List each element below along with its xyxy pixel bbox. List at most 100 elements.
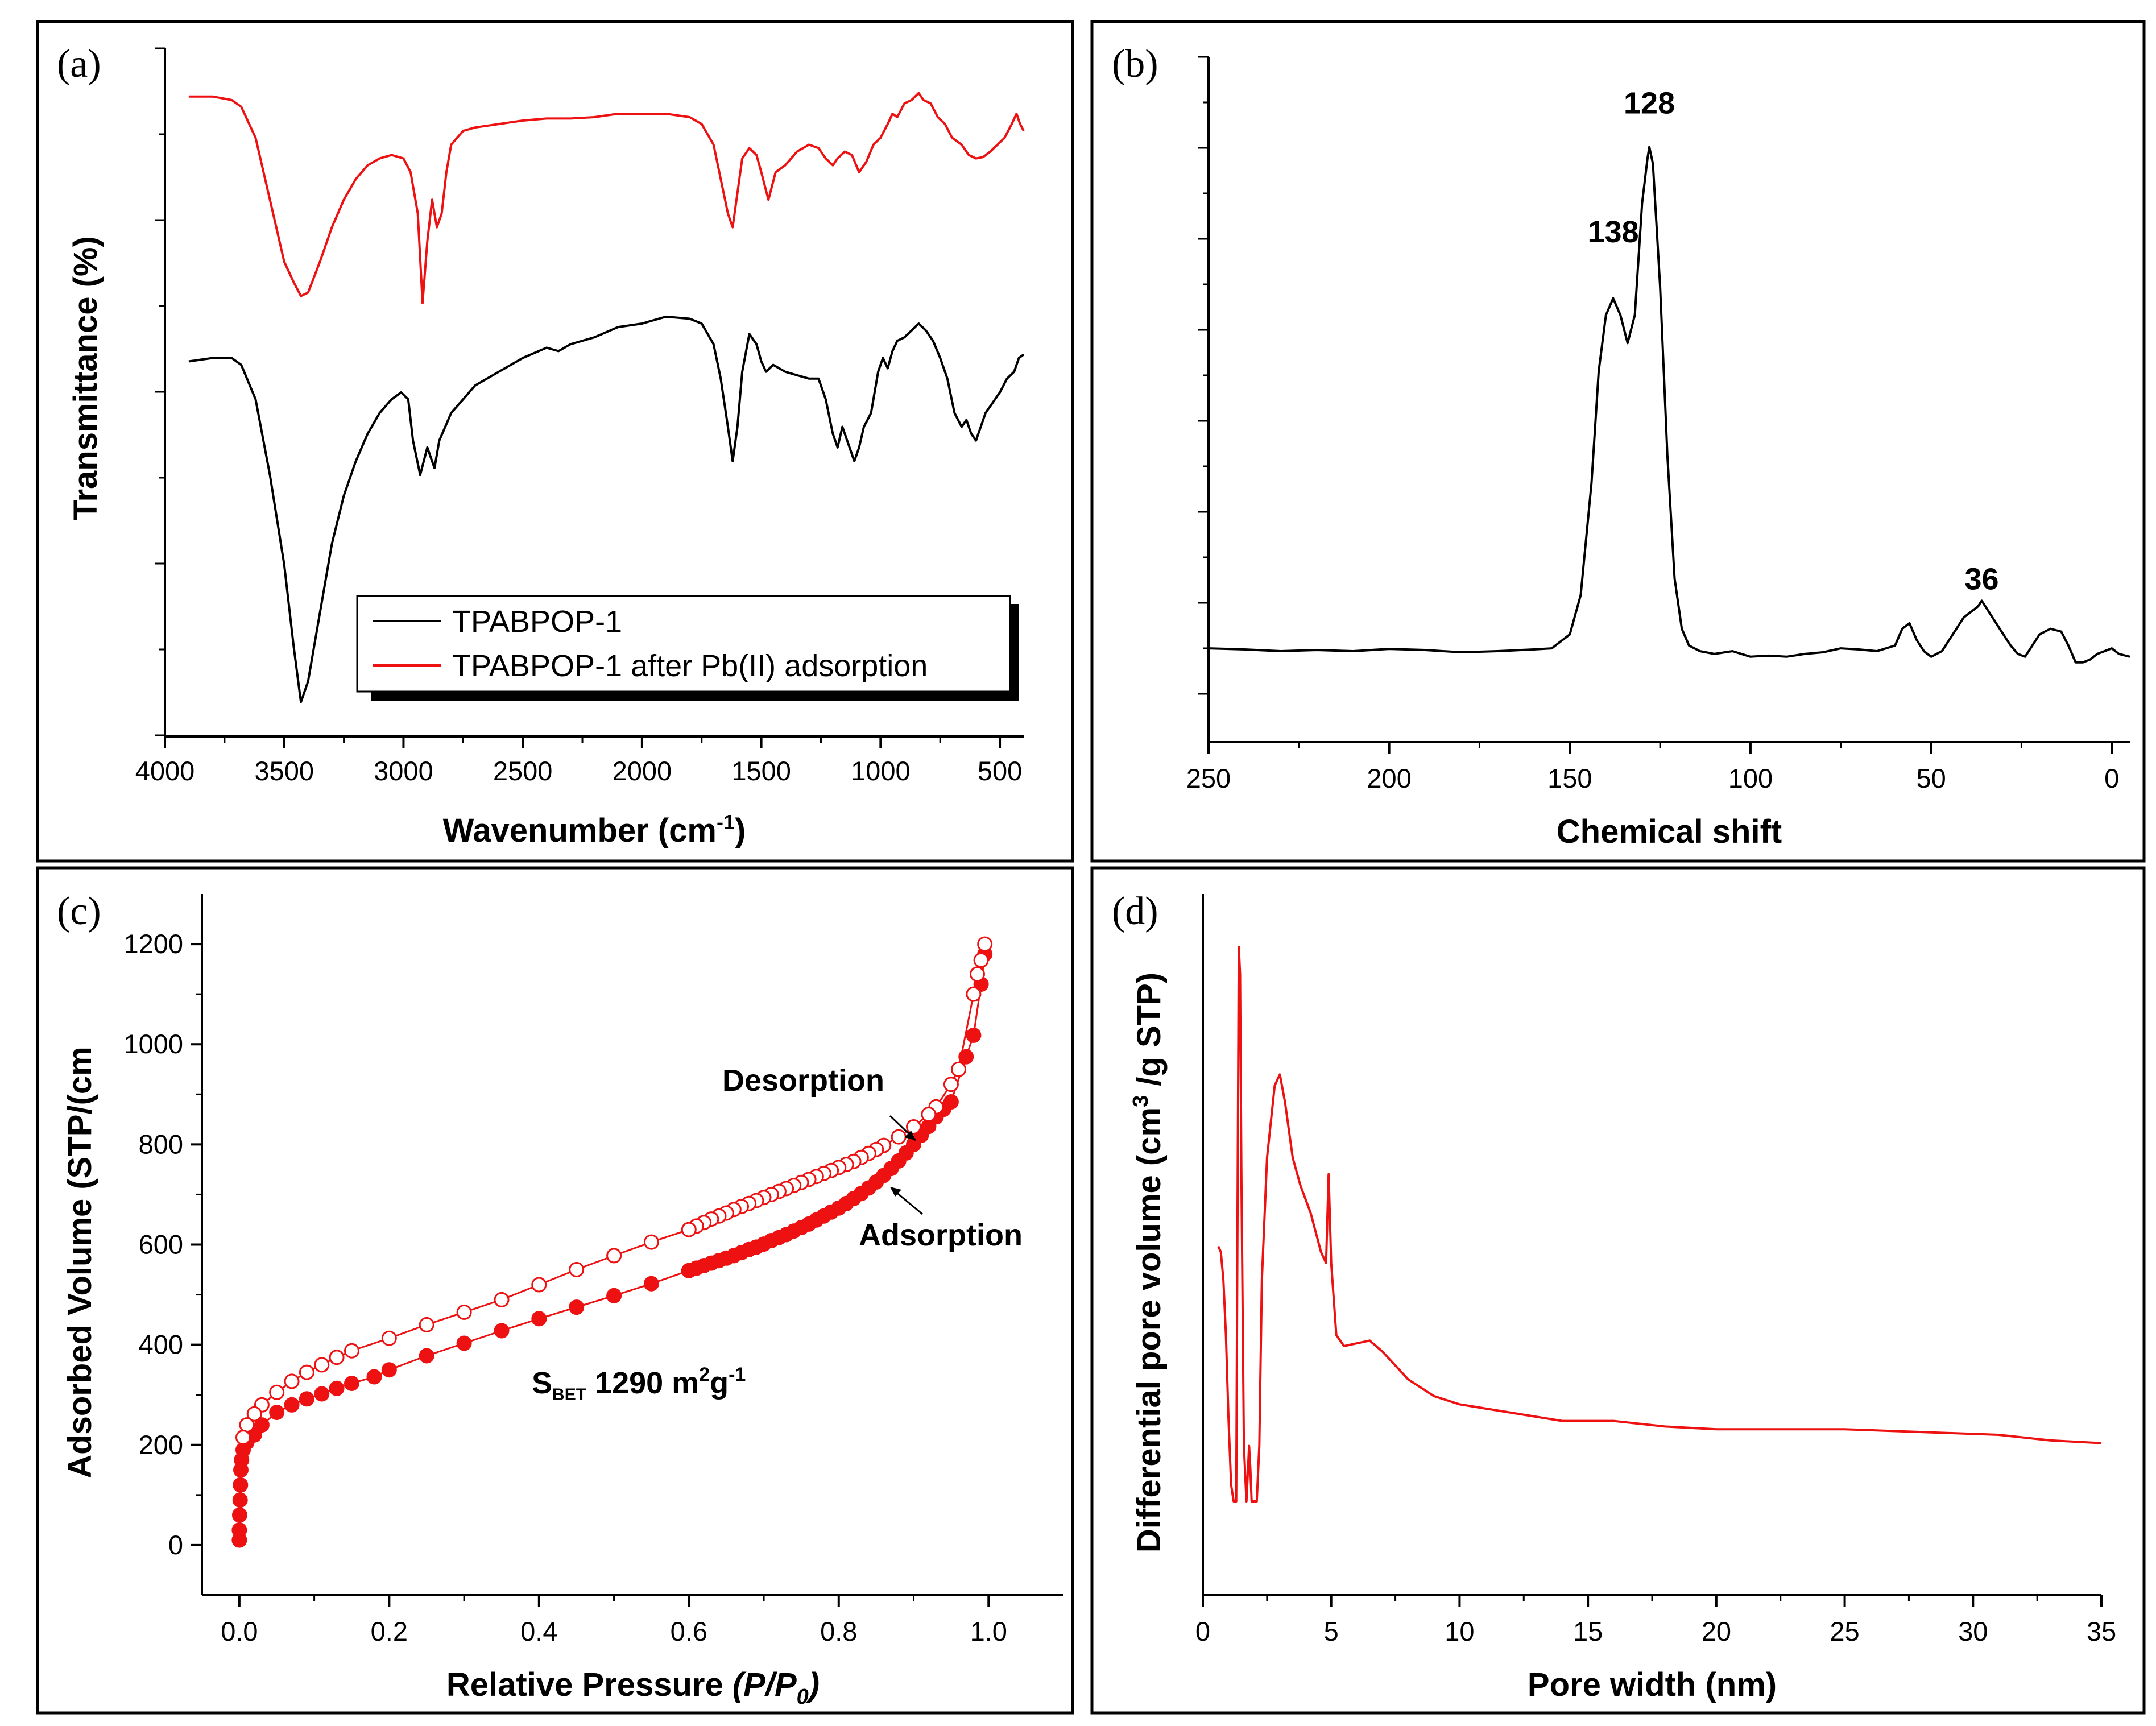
panel-b-annotations: 138 128 36 (1587, 86, 1998, 596)
panel-c-adsorption-point (456, 1335, 472, 1351)
panel-c-desorption-point (314, 1357, 330, 1373)
panel-c-desorption-point (966, 986, 982, 1002)
panel-c-desorption-arrowhead (904, 1131, 916, 1140)
panel-c-y-ticks: 0 200 400 600 800 1000 1200 (123, 929, 202, 1560)
panel-c-desorption-point (284, 1373, 300, 1389)
panel-d-x-tick-label: 20 (1702, 1616, 1731, 1646)
panel-a-legend: TPABPOP-1 TPABPOP-1 after Pb(II) adsorpt… (356, 595, 1019, 701)
panel-c-desorption-point (970, 966, 985, 982)
panel-d-y-axis-title: Differential pore volume (cm3 /g STP) (1129, 972, 1168, 1553)
panel-c-y-tick-label: 400 (139, 1330, 183, 1360)
panel-b-y-ticks (1198, 56, 1209, 695)
panel-b-peak-label: 138 (1587, 215, 1638, 249)
panel-b-peak-label: 36 (1964, 562, 1998, 597)
panel-c-desorption-point (381, 1330, 397, 1346)
panel-c-adsorption-point (233, 1477, 249, 1493)
panel-c-desorption-point (494, 1292, 510, 1307)
panel-c-x-tick-label: 0.8 (820, 1616, 857, 1646)
panel-d-label: (d) (1112, 889, 1158, 933)
panel-c-adsorption-point (269, 1405, 285, 1420)
panel-c-x-tick-label: 1.0 (970, 1616, 1007, 1646)
panel-c-adsorption-point (381, 1362, 397, 1378)
panel-a-y-axis-title: Transmittance (%) (67, 236, 104, 520)
panel-c-desorption-point (943, 1077, 959, 1092)
panel-c-adsorption-point (232, 1507, 247, 1523)
panel-a-x-tick-label: 3500 (254, 756, 314, 786)
panel-c-desorption-point (235, 1430, 251, 1446)
panel-c-adsorption-point (231, 1522, 247, 1538)
panel-c-desorption-point (299, 1364, 314, 1380)
panel-c-y-tick-label: 1000 (123, 1029, 183, 1059)
panel-a-y-ticks (155, 47, 165, 736)
panel-c-desorption-point (606, 1248, 622, 1264)
panel-d-chart: 0 5 10 15 20 25 30 35 Pore width (nm) Different… (1129, 894, 2116, 1703)
panel-c-adsorption-point (344, 1376, 359, 1391)
panel-b-x-tick-label: 0 (2104, 763, 2119, 793)
panel-d-x-tick-label: 0 (1195, 1616, 1210, 1646)
panel-c-y-tick-label: 600 (139, 1230, 183, 1260)
panel-c-desorption-point (891, 1129, 907, 1145)
panel-a-legend-label-2: TPABPOP-1 after Pb(II) adsorption (452, 649, 928, 683)
panel-c-desorption-point (269, 1384, 285, 1400)
panel-c-adsorption-point (569, 1299, 585, 1315)
panel-c-adsorption-point (299, 1391, 314, 1407)
panel-c-adsorption-label: Adsorption (859, 1218, 1023, 1252)
panel-c-sbet-label: SBET 1290 m2g-1 (532, 1364, 746, 1404)
panel-d-x-tick-label: 30 (1958, 1616, 1988, 1646)
panel-c-series (231, 936, 993, 1548)
panel-c-y-axis-title: Adsorbed Volume (STP/(cm (61, 1046, 98, 1478)
panel-c-desorption-point (419, 1317, 434, 1332)
panel-a-x-tick-label: 4000 (135, 756, 195, 786)
panel-c-desorption-point (906, 1119, 921, 1135)
panel-c-y-tick-label: 1200 (123, 929, 183, 959)
panel-b-chart: 250 200 150 100 50 0 138 128 36 Chemical shift (1186, 56, 2130, 850)
panel-c-desorption-point (643, 1234, 659, 1250)
panel-a-x-tick-label: 1000 (851, 756, 911, 786)
panel-c-adsorption-point (232, 1492, 248, 1508)
panel-c-adsorption-point (958, 1049, 974, 1065)
panel-a-x-tick-label: 1500 (731, 756, 791, 786)
panel-d-series (1217, 946, 2102, 1503)
panel-b-x-ticks: 250 200 150 100 50 0 (1186, 742, 2119, 793)
panel-c-desorption-point (246, 1406, 262, 1422)
panel-c-desorption-point (681, 1222, 697, 1237)
panel-c-x-tick-label: 0.0 (221, 1616, 258, 1646)
panel-c-adsorption-point (494, 1323, 510, 1339)
panel-b-x-tick-label: 200 (1367, 763, 1411, 793)
panel-a-chart: 4000 3500 3000 2500 2000 1500 1000 500 Wavenumb… (67, 47, 1025, 849)
panel-c-y-tick-label: 200 (139, 1430, 183, 1460)
panel-b-series-line (1208, 146, 2130, 664)
panel-c-adsorption-arrowhead (890, 1187, 901, 1197)
panel-c-y-tick-label: 0 (168, 1530, 183, 1560)
panel-c-label: (c) (57, 889, 101, 933)
panel-c-adsorption-point (284, 1397, 300, 1413)
panel-d-series-line (1217, 946, 2102, 1503)
panel-a-x-ticks: 4000 3500 3000 2500 2000 1500 1000 500 (135, 736, 1022, 786)
panel-b-x-tick-label: 50 (1916, 763, 1946, 793)
panel-c-desorption-point (239, 1417, 255, 1433)
panel-c-adsorption-point (314, 1386, 330, 1402)
panel-a-series-line-1 (188, 315, 1025, 703)
panel-a-label: (a) (57, 42, 101, 86)
panel-c-x-ticks: 0.0 0.2 0.4 0.6 0.8 1.0 (221, 1595, 1007, 1646)
panel-c-x-tick-label: 0.2 (371, 1616, 408, 1646)
panel-d-x-axis-title: Pore width (nm) (1528, 1666, 1777, 1703)
panel-c-adsorption-point (966, 1027, 982, 1043)
panel-c-adsorption-point (254, 1417, 270, 1433)
panel-c-desorption-label: Desorption (722, 1063, 884, 1098)
panel-d-border (1090, 866, 2146, 1715)
panel-c-adsorption-point (419, 1348, 434, 1364)
panel-a-x-tick-label: 2500 (493, 756, 553, 786)
panel-c-x-axis-title: Relative Pressure (P/P0) (446, 1666, 820, 1709)
panel-a-x-tick-label: 500 (978, 756, 1022, 786)
panel-b-peak-label: 128 (1624, 86, 1675, 120)
panel-c-desorption-point (951, 1061, 967, 1077)
panel-c-adsorption-point (943, 1094, 959, 1110)
panel-c-adsorption-point (606, 1288, 622, 1303)
panel-c-desorption-point (344, 1343, 359, 1359)
panel-a-series (188, 92, 1025, 703)
panel-b-x-tick-label: 150 (1547, 763, 1592, 793)
panel-b-x-axis-title: Chemical shift (1557, 813, 1782, 850)
panel-c-x-tick-label: 0.4 (520, 1616, 557, 1646)
